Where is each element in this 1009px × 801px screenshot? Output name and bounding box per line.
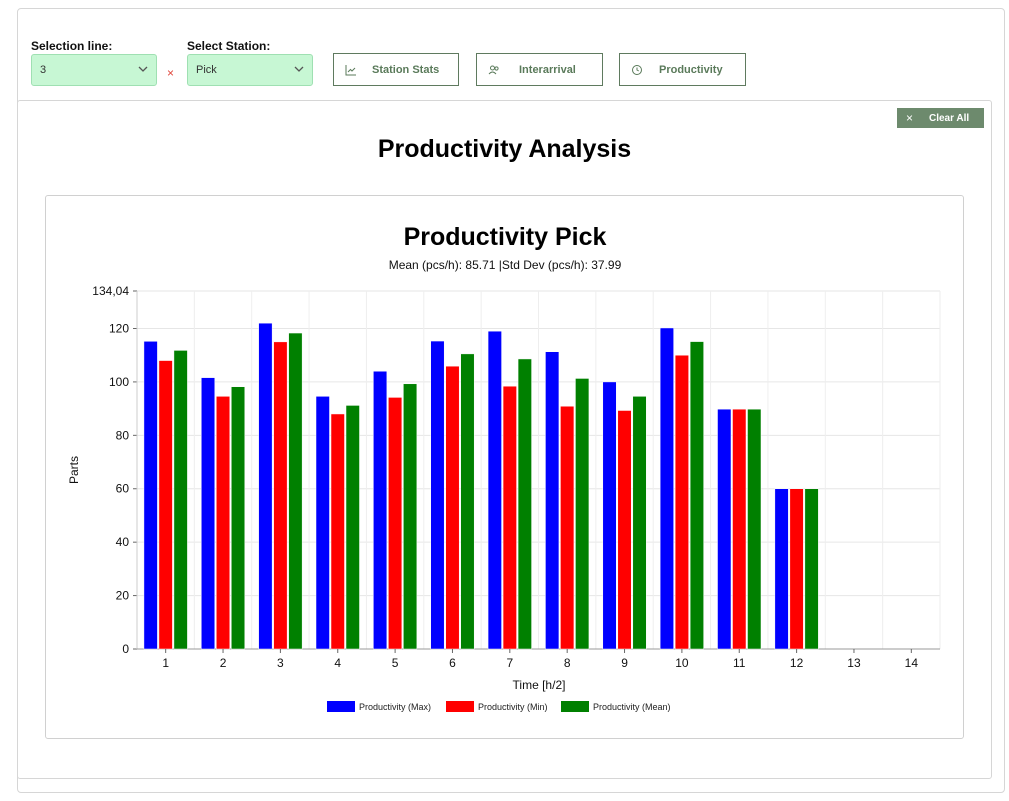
bar-productivity-mean (575, 378, 590, 650)
page-title: Productivity Analysis (377, 135, 632, 163)
bar-productivity-max (774, 488, 789, 650)
clear-all-label: Clear All (929, 113, 970, 124)
productivity-label: Productivity (659, 64, 723, 76)
clear-all-button[interactable]: × Clear All (897, 108, 984, 128)
bar-productivity-max (487, 330, 502, 650)
interarrival-label: Interarrival (519, 64, 576, 76)
y-tick-label: 40 (116, 535, 130, 549)
bar-productivity-mean (288, 332, 303, 650)
y-tick-label-max: 134,04 (92, 284, 129, 298)
y-tick-label: 120 (109, 321, 129, 335)
bar-productivity-max (315, 396, 330, 650)
close-icon: × (906, 111, 914, 125)
bar-productivity-max (143, 341, 158, 650)
chart-card (45, 195, 964, 739)
bar-productivity-mean (632, 396, 647, 650)
legend-swatch (446, 701, 474, 712)
bar-productivity-min (560, 405, 575, 650)
x-axis-label: Time [h/2] (513, 678, 566, 692)
selection-line-label: Selection line: (31, 39, 113, 53)
bar-productivity-min (502, 385, 517, 650)
y-tick-label: 0 (122, 642, 129, 656)
x-tick-label: 11 (733, 656, 746, 670)
select-station-value: Pick (196, 64, 217, 76)
selection-line-value: 3 (40, 64, 47, 76)
select-station-label: Select Station: (187, 39, 271, 53)
selection-line-select[interactable]: 3 (31, 54, 157, 86)
x-tick-label: 14 (905, 656, 919, 670)
x-tick-label: 7 (506, 656, 513, 670)
bar-productivity-min (273, 341, 288, 650)
y-tick-label: 20 (116, 589, 130, 603)
bar-productivity-min (216, 396, 231, 650)
x-tick-label: 3 (277, 656, 284, 670)
bar-productivity-max (659, 327, 674, 650)
bar-productivity-min (732, 408, 747, 650)
chevron-down-icon (138, 66, 148, 72)
x-tick-label: 2 (220, 656, 227, 670)
bar-productivity-mean (173, 350, 188, 650)
station-stats-label: Station Stats (372, 64, 440, 76)
bar-productivity-mean (689, 341, 704, 650)
bar-productivity-max (430, 340, 445, 650)
x-tick-label: 12 (790, 656, 804, 670)
bar-productivity-mean (804, 488, 819, 650)
x-tick-label: 5 (392, 656, 399, 670)
bar-productivity-min (789, 488, 804, 650)
bar-productivity-mean (747, 408, 762, 650)
x-tick-label: 9 (621, 656, 628, 670)
bar-productivity-max (717, 408, 732, 650)
legend-swatch (561, 701, 589, 712)
bar-productivity-max (602, 381, 617, 650)
bar-productivity-max (373, 370, 388, 650)
bar-productivity-mean (345, 405, 360, 650)
clear-selection-icon[interactable]: × (167, 66, 175, 80)
productivity-button[interactable]: Productivity (619, 53, 746, 86)
x-tick-label: 8 (564, 656, 571, 670)
x-tick-label: 10 (675, 656, 689, 670)
interarrival-button[interactable]: Interarrival (476, 53, 603, 86)
bar-productivity-min (330, 413, 345, 650)
bar-productivity-mean (231, 386, 246, 650)
y-axis-label: Parts (67, 456, 81, 484)
chart-subtitle: Mean (pcs/h): 85.71 |Std Dev (pcs/h): 37… (389, 258, 622, 272)
bar-productivity-min (158, 360, 173, 650)
bar-productivity-mean (517, 358, 532, 650)
bar-productivity-max (545, 351, 560, 650)
bar-productivity-min (388, 397, 403, 650)
legend-label: Productivity (Max) (359, 702, 431, 712)
x-tick-label: 6 (449, 656, 456, 670)
bar-productivity-min (617, 410, 632, 650)
x-tick-label: 13 (847, 656, 861, 670)
legend-label: Productivity (Mean) (593, 702, 671, 712)
station-stats-button[interactable]: Station Stats (333, 53, 459, 86)
legend-label: Productivity (Min) (478, 702, 548, 712)
legend-swatch (327, 701, 355, 712)
y-tick-label: 100 (109, 375, 129, 389)
bar-productivity-mean (403, 383, 418, 650)
select-station-select[interactable]: Pick (187, 54, 313, 86)
bar-productivity-mean (460, 353, 475, 650)
bar-productivity-max (201, 377, 216, 650)
chevron-down-icon (294, 66, 304, 72)
chart-line-icon (345, 65, 356, 76)
x-tick-label: 1 (162, 656, 169, 670)
clock-icon (632, 65, 642, 75)
bar-productivity-min (445, 365, 460, 650)
bar-productivity-max (258, 322, 273, 650)
bar-productivity-min (674, 354, 689, 650)
users-icon (488, 65, 499, 75)
y-tick-label: 60 (116, 482, 130, 496)
y-tick-label: 80 (116, 428, 130, 442)
x-tick-label: 4 (334, 656, 341, 670)
chart-title: Productivity Pick (404, 223, 607, 251)
